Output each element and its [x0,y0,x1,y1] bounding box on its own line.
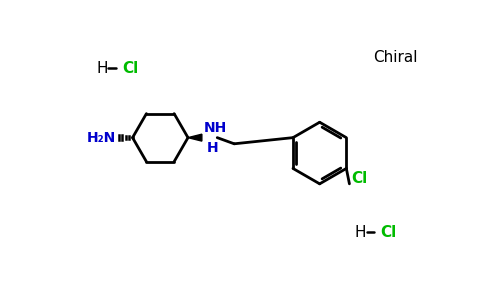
Text: Cl: Cl [122,61,138,76]
Polygon shape [188,134,202,141]
Text: Cl: Cl [380,225,397,240]
Text: NH: NH [203,121,227,135]
Text: H: H [207,142,219,155]
Text: H: H [355,225,366,240]
Text: H₂N: H₂N [86,130,116,145]
Text: Chiral: Chiral [374,50,418,65]
Text: Cl: Cl [351,171,367,186]
Text: H: H [96,61,107,76]
